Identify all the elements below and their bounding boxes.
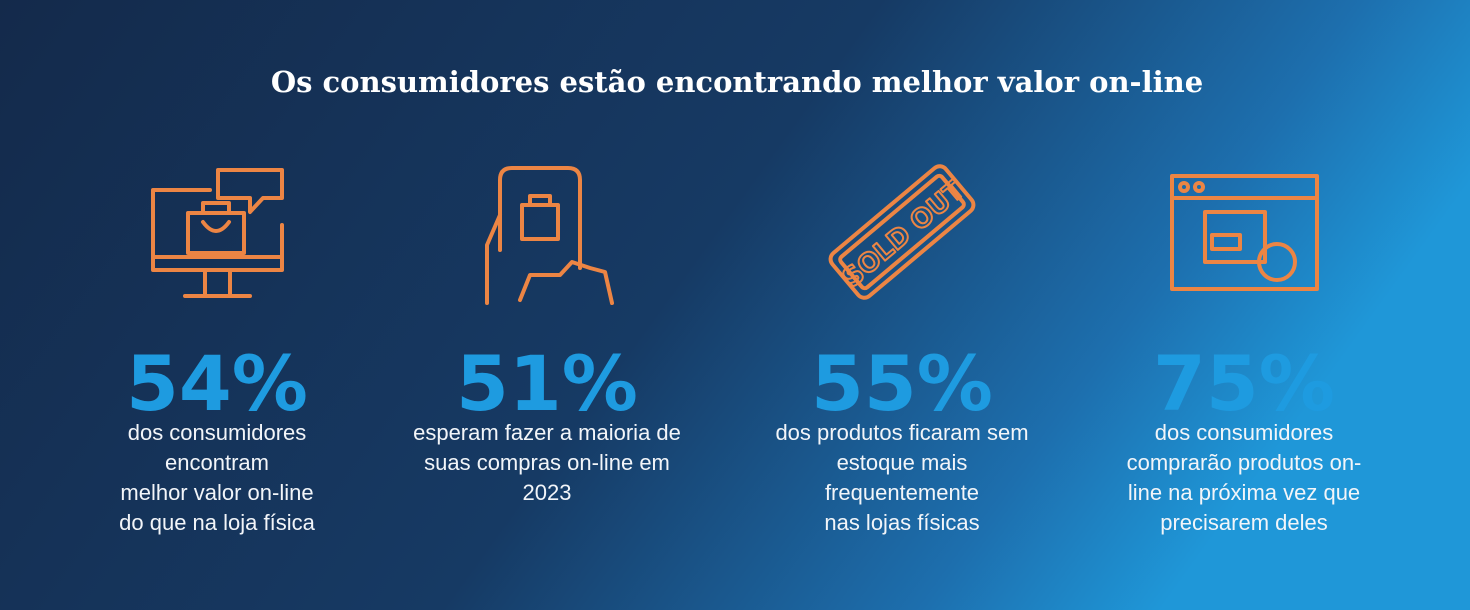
stat-description: melhor valor on-line bbox=[120, 480, 313, 505]
stat-description: esperam fazer a maioria de bbox=[413, 420, 681, 445]
stat-value: 51% bbox=[456, 339, 638, 428]
stat-description: precisarem deles bbox=[1160, 510, 1328, 535]
stat-description: nas lojas físicas bbox=[824, 510, 979, 535]
icon-browser bbox=[1170, 174, 1319, 291]
stat-description: do que na loja física bbox=[119, 510, 315, 535]
stat-description: dos consumidores bbox=[1155, 420, 1334, 445]
stat-description: encontram bbox=[165, 450, 269, 475]
stat-description: line na próxima vez que bbox=[1128, 480, 1360, 505]
stat-value: 54% bbox=[126, 339, 308, 428]
stat-description: 2023 bbox=[523, 480, 572, 505]
stat-description: dos produtos ficaram sem bbox=[775, 420, 1028, 445]
stat-value: 75% bbox=[1153, 339, 1335, 428]
stat-description: estoque mais bbox=[837, 450, 968, 475]
stat-description: comprarão produtos on- bbox=[1127, 450, 1362, 475]
icon-phone bbox=[485, 166, 614, 305]
stat-value: 55% bbox=[811, 339, 993, 428]
stat-description: dos consumidores bbox=[128, 420, 307, 445]
stat-description: suas compras on-line em bbox=[424, 450, 670, 475]
title: Os consumidores estão encontrando melhor… bbox=[271, 65, 1203, 99]
icon-monitor bbox=[151, 168, 284, 298]
stat-description: frequentemente bbox=[825, 480, 979, 505]
